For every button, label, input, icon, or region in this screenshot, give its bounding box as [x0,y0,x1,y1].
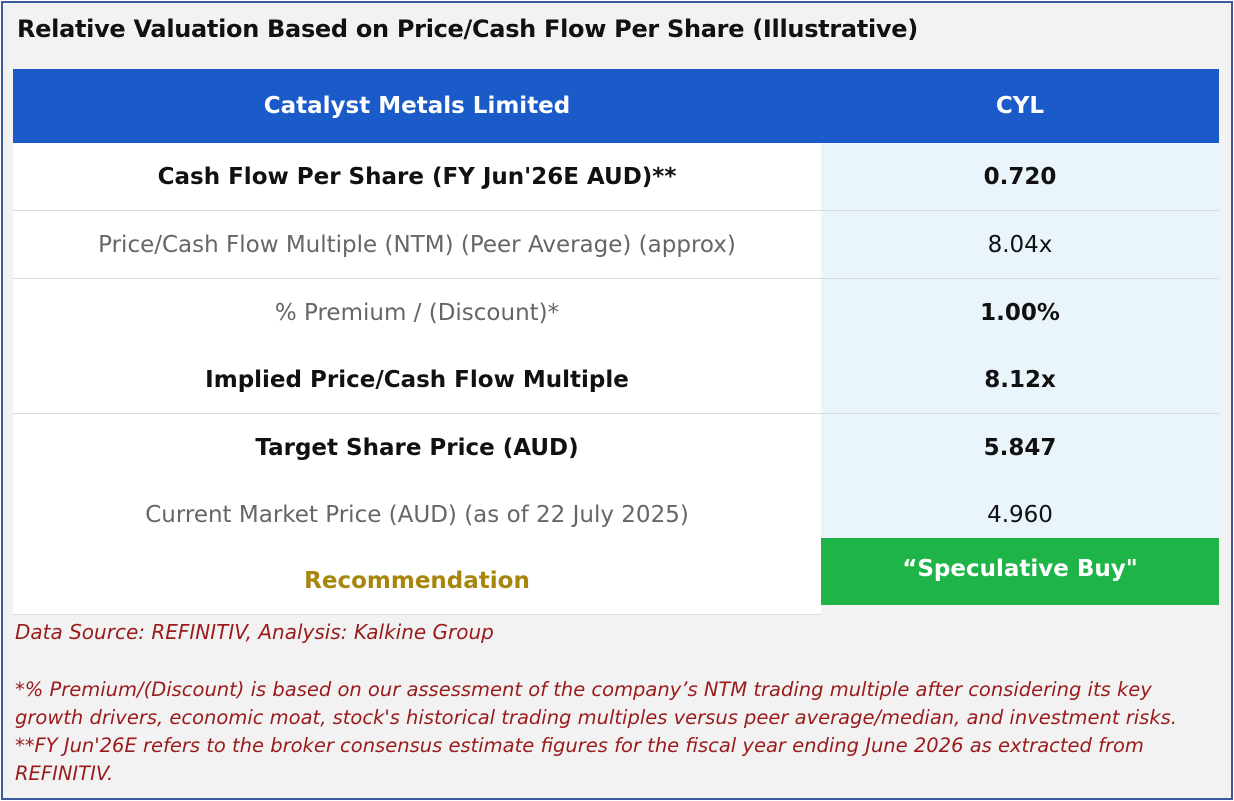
footnote: *% Premium/(Discount) is based on our as… [15,678,1177,785]
page-title: Relative Valuation Based on Price/Cash F… [17,15,918,43]
header-ticker: CYL [995,93,1045,119]
table-row: Target Share Price (AUD) 5.847 [13,414,1219,482]
row-value-implied-multiple: 8.12x [821,346,1219,414]
table-row: Current Market Price (AUD) (as of 22 Jul… [13,481,1219,549]
table-row: % Premium / (Discount)* 1.00% [13,279,1219,347]
row-label-peer-multiple: Price/Cash Flow Multiple (NTM) (Peer Ave… [13,211,821,279]
row-label-target-price: Target Share Price (AUD) [13,414,821,482]
row-label-premium-discount: % Premium / (Discount)* [13,279,821,347]
table-row: Cash Flow Per Share (FY Jun'26E AUD)** 0… [13,143,1219,211]
row-value-current-price: 4.960 [821,481,1219,549]
table-header: Catalyst Metals Limited CYL [13,69,1219,143]
row-value-cash-flow-per-share: 0.720 [821,143,1219,211]
table-row: Price/Cash Flow Multiple (NTM) (Peer Ave… [13,211,1219,279]
recommendation-label: Recommendation [13,548,821,615]
header-company-name: Catalyst Metals Limited [263,93,571,119]
row-value-peer-multiple: 8.04x [821,211,1219,279]
row-value-target-price: 5.847 [821,414,1219,482]
row-label-current-price: Current Market Price (AUD) (as of 22 Jul… [13,481,821,549]
row-value-premium-discount: 1.00% [821,279,1219,347]
table-row: Implied Price/Cash Flow Multiple 8.12x [13,346,1219,414]
data-source-note: Data Source: REFINITIV, Analysis: Kalkin… [15,620,494,644]
row-label-implied-multiple: Implied Price/Cash Flow Multiple [13,346,821,414]
recommendation-badge: “Speculative Buy" [821,538,1219,605]
row-label-cash-flow-per-share: Cash Flow Per Share (FY Jun'26E AUD)** [13,143,821,211]
